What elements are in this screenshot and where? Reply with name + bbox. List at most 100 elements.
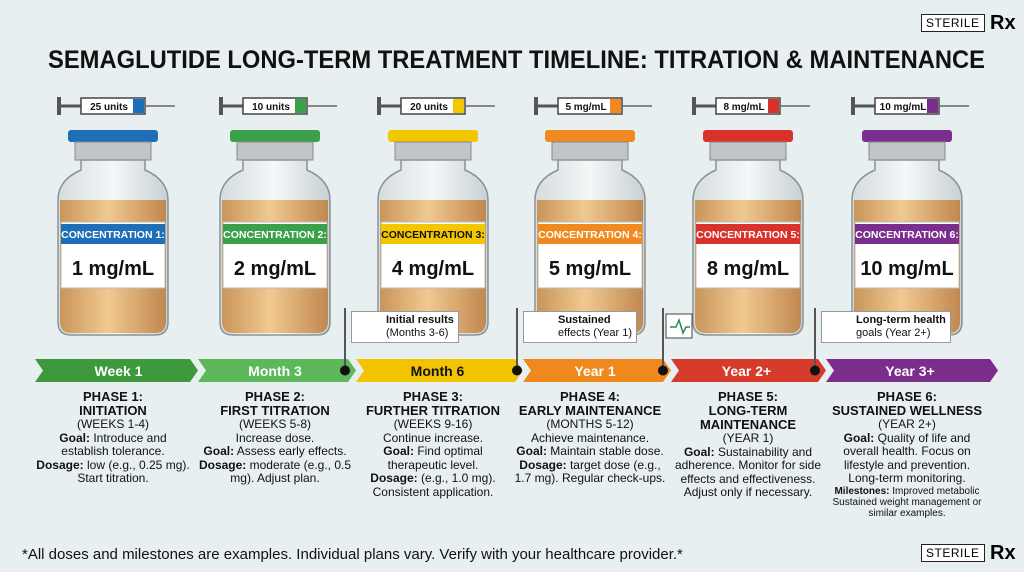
label-band [855,224,959,244]
detail-label: Goal: [383,444,414,458]
detail: Increase dose. [197,430,353,446]
detail-text: Maintain stable dose. [550,444,664,458]
detail-text: Find optimal therapeutic level. [387,444,483,472]
phase-description: PHASE 3: FURTHER TITRATION (WEEKS 9-16) Con… [355,390,511,499]
detail: Goal: Introduce and establish tolerance. [35,431,191,459]
timeline-segment [198,359,356,382]
phase-description: PHASE 5: LONG-TERM MAINTENANCE (YEAR 1) Goa… [670,390,826,500]
vial-cap [230,130,320,142]
phase-number: PHASE 2: [245,389,305,404]
milestone-title: Sustained [558,314,611,326]
detail-text: Assess early effects. [236,444,347,458]
milestone-title: Long-term health [856,314,946,326]
timeline-segment [826,359,998,382]
milestone-detail: goals (Year 2+) [856,327,931,339]
timeline-segment [523,359,671,382]
detail-label: Dosage: [198,457,247,472]
concentration-label: CONCENTRATION 4: [538,229,642,241]
label-band [696,224,800,244]
syringe-liquid [453,99,464,113]
milestone-title: Initial results [386,314,454,326]
detail-text: Improved metabolic Sustained weight mana… [832,485,982,519]
detail-label: Goal: [843,430,875,445]
label-band [538,224,642,244]
vial-neck [394,141,472,161]
syringe-label: 8 mg/mL [723,102,764,113]
timeline-dot [512,365,522,376]
barrel [80,97,146,115]
dose: 10 mg/mL [860,258,953,280]
syringe-liquid [768,99,779,113]
vial-cap [862,130,952,142]
phase-name: FURTHER TITRATION [365,403,501,418]
phase-period: (WEEKS 1-4) [76,417,149,431]
detail: Continue increase. [355,431,511,446]
vial-neck [236,141,314,161]
dose: 4 mg/mL [392,258,474,280]
detail-text: low (e.g., 0.25 mg). Start titration. [77,457,190,485]
syringe-label: 25 units [90,102,128,113]
barrel [557,97,623,115]
detail: Goal: Find optimal therapeutic level. [355,444,511,472]
phase-number: PHASE 1: [83,389,143,404]
phase-description: PHASE 4: EARLY MAINTENANCE (MONTHS 5-12) Ac… [512,390,668,486]
phase-period: (WEEKS 9-16) [393,417,473,431]
detail-text: Quality of life and overall health. Focu… [843,430,971,485]
plunger-end [57,97,61,115]
sterile-badge: STERILE [921,544,985,562]
label-band [61,224,165,244]
vial-neck [709,141,787,161]
phase-period: (YEAR 1) [722,431,774,445]
timeline-dot [340,365,350,376]
vial-neck [868,141,946,161]
milestone-detail: (Months 3-6) [386,327,449,339]
timeline-label: Month 3 [248,363,302,379]
phase-description: PHASE 2: FIRST TITRATION (WEEKS 5-8) Increa… [197,390,353,486]
milestone: Long-term health goals (Year 2+) [821,311,951,343]
detail-label: Milestones: [834,485,890,497]
syringe-label: 20 units [410,102,448,113]
detail-text: Increase dose. [235,430,315,445]
heartbeat-icon [670,317,690,336]
detail: Dosage: moderate (e.g., 0.5 mg). Adjust … [197,457,353,486]
milestone-icon [665,313,693,339]
plunger-end [851,97,855,115]
detail: Goal: Assess early effects. [197,444,353,459]
timeline-label: Year 1 [574,363,615,379]
detail: Goal: Maintain stable dose. [512,444,668,459]
phase-name: SUSTAINED WELLNESS [832,403,982,418]
detail: Milestones: Improved metabolic Sustained… [829,486,985,519]
timeline-segment [35,359,198,382]
phase-name: INITIATION [79,403,147,418]
timeline-segment [671,359,826,382]
milestone: Sustained effects (Year 1) [523,311,637,343]
label-band [223,224,327,244]
barrel [242,97,308,115]
vial-cap [68,130,158,142]
phase-description: PHASE 6: SUSTAINED WELLNESS (YEAR 2+) Goal:… [829,390,985,519]
detail-text: Sustainability and adherence. Monitor fo… [674,444,822,499]
sterile-badge: STERILE [921,14,985,32]
milestone: Initial results (Months 3-6) [351,311,459,343]
syringe-label: 5 mg/mL [565,102,606,113]
detail: Dosage: target dose (e.g., 1.7 mg). Regu… [512,458,668,486]
detail-label: Dosage: [370,471,418,485]
phase-number: PHASE 5: [718,389,778,404]
barrel [874,97,940,115]
label-band [381,224,485,244]
dose: 2 mg/mL [234,258,316,280]
concentration-label: CONCENTRATION 5: [696,229,800,241]
syringe-liquid [610,99,621,113]
vial-cap [388,130,478,142]
concentration-label: CONCENTRATION 2: [223,229,327,241]
detail: Dosage: (e.g., 1.0 mg). Consistent appli… [355,471,511,499]
barrel [715,97,781,115]
phase-number: PHASE 6: [877,389,937,404]
detail-label: Dosage: [36,457,84,472]
timeline-dot [658,365,668,376]
syringe-label: 10 mg/mL [880,102,927,113]
dose: 5 mg/mL [549,258,631,280]
barrel [400,97,466,115]
dose: 8 mg/mL [707,258,789,280]
phase-number: PHASE 4: [560,389,620,404]
